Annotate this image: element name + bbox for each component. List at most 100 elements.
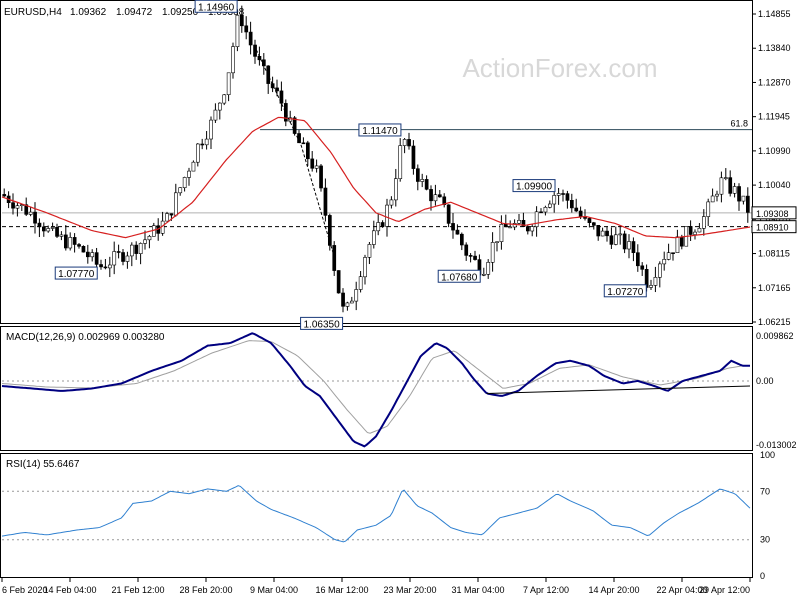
rsi-tick-label: 0 bbox=[760, 571, 765, 581]
price-tick-label: 1.08115 bbox=[758, 249, 790, 259]
rsi-tick-label: 70 bbox=[760, 486, 770, 496]
candle-body bbox=[86, 251, 90, 258]
candle-body bbox=[319, 165, 323, 189]
ohlc-high: 1.09472 bbox=[116, 7, 153, 18]
candle-body bbox=[543, 207, 548, 213]
pivot-label: 1.14960 bbox=[198, 2, 235, 13]
candle-body bbox=[204, 138, 209, 146]
candle-body bbox=[407, 139, 411, 147]
candle-body bbox=[37, 222, 42, 228]
candle-body bbox=[244, 25, 249, 33]
candle-body bbox=[706, 201, 711, 217]
candle-body bbox=[385, 204, 389, 227]
candle-body bbox=[591, 222, 596, 226]
candle-body bbox=[341, 292, 345, 307]
candle-body bbox=[565, 193, 570, 201]
candle-body bbox=[415, 168, 420, 182]
macd-tick-label: 0.00 bbox=[756, 376, 774, 386]
candle-body bbox=[662, 258, 667, 265]
candle-body bbox=[446, 204, 451, 224]
candle-body bbox=[679, 236, 684, 247]
candle-body bbox=[640, 265, 645, 270]
candle-body bbox=[609, 235, 614, 245]
axis-price-tag bbox=[751, 206, 797, 220]
candle-body bbox=[213, 109, 218, 121]
candle-body bbox=[631, 241, 636, 253]
candle-body bbox=[732, 186, 737, 194]
candle-body bbox=[72, 237, 77, 245]
price-tick-label: 1.06215 bbox=[758, 317, 791, 327]
candle-body bbox=[169, 213, 174, 216]
candle-body bbox=[521, 220, 526, 227]
candle-body bbox=[94, 252, 99, 265]
candle-body bbox=[226, 72, 231, 96]
axis-price-tag bbox=[751, 220, 797, 234]
candle-body bbox=[723, 177, 728, 179]
price-tick-label: 1.13840 bbox=[758, 43, 791, 53]
price-panel bbox=[0, 0, 753, 324]
ohlc-low: 1.09250 bbox=[162, 7, 199, 18]
candle-body bbox=[314, 165, 319, 169]
candle-body bbox=[81, 246, 86, 253]
candle-body bbox=[68, 237, 73, 249]
pivot-label: 1.07770 bbox=[58, 269, 95, 280]
candle-body bbox=[697, 228, 702, 233]
candle-body bbox=[50, 227, 55, 229]
x-tick-label: 22 Apr 04:00 bbox=[656, 585, 707, 595]
candle-body bbox=[28, 211, 33, 215]
rsi-layer bbox=[1, 485, 751, 543]
x-tick-label: 9 Mar 04:00 bbox=[250, 585, 298, 595]
price-tick-label: 1.10040 bbox=[758, 180, 791, 190]
candle-body bbox=[420, 179, 425, 182]
candle-body bbox=[701, 216, 706, 229]
candle-body bbox=[534, 211, 539, 228]
candle-body bbox=[728, 177, 733, 194]
candle-body bbox=[715, 193, 719, 197]
candle-body bbox=[481, 273, 486, 276]
x-tick-label: 16 Mar 12:00 bbox=[315, 585, 368, 595]
pivot-label: 1.06350 bbox=[304, 319, 341, 330]
labels-layer: 1.14960 1.11470 1.09900 1.07770 1.06350 1.076… bbox=[54, 0, 647, 330]
candle-body bbox=[569, 200, 574, 209]
candle-body bbox=[556, 193, 561, 196]
candle-body bbox=[283, 103, 288, 122]
candle-body bbox=[305, 142, 310, 160]
candle-body bbox=[222, 94, 227, 104]
macd-tick-label: 0.009862 bbox=[756, 331, 794, 341]
price-layer bbox=[1, 5, 751, 313]
moving-average-line bbox=[1, 116, 751, 239]
candle-body bbox=[310, 158, 315, 169]
candle-body bbox=[741, 195, 746, 202]
price-tick-label: 1.14855 bbox=[758, 9, 791, 19]
candle-body bbox=[90, 252, 95, 258]
price-tick-label: 1.11945 bbox=[758, 112, 790, 122]
candle-body bbox=[187, 170, 191, 178]
candle-body bbox=[653, 276, 658, 286]
macd-trendline bbox=[486, 385, 751, 395]
candle-body bbox=[349, 300, 354, 304]
pivot-label-box bbox=[54, 266, 98, 280]
candle-body bbox=[240, 14, 244, 27]
candle-body bbox=[253, 44, 257, 57]
pivot-label-box bbox=[194, 0, 238, 13]
candle-body bbox=[182, 177, 187, 188]
candle-body bbox=[737, 186, 741, 202]
candle-body bbox=[165, 213, 169, 222]
candle-body bbox=[218, 102, 222, 111]
price-tick-label: 1.12870 bbox=[758, 77, 791, 87]
pivot-label: 1.09900 bbox=[516, 182, 553, 193]
candle-body bbox=[24, 204, 29, 215]
pivot-label-box bbox=[437, 269, 481, 283]
macd-signal-line bbox=[1, 340, 750, 434]
x-tick-label: 31 Mar 04:00 bbox=[451, 585, 504, 595]
candle-body bbox=[248, 31, 253, 46]
candle-body bbox=[209, 119, 213, 140]
x-tick-label: 28 Feb 20:00 bbox=[179, 585, 232, 595]
candle-body bbox=[622, 233, 627, 250]
candle-body bbox=[688, 226, 693, 235]
candle-body bbox=[327, 215, 332, 246]
candle-body bbox=[671, 252, 675, 254]
candle-body bbox=[525, 226, 530, 232]
candle-body bbox=[675, 236, 680, 254]
